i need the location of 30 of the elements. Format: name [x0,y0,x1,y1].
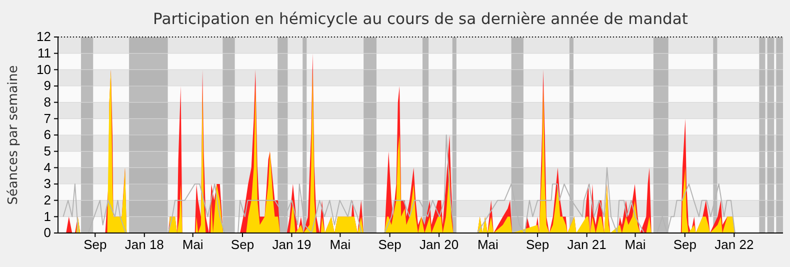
y-tick-label: 5 [44,143,51,158]
x-tick-label: Sep [673,237,696,252]
x-tick-label: Mai [624,237,646,252]
x-tick-label: Mai [477,237,498,252]
y-tick-label: 9 [44,78,51,94]
x-tick-label: Jan 22 [714,237,754,252]
y-tick-label: 2 [44,192,51,208]
y-tick-label: 6 [44,127,51,142]
y-tick-label: 3 [44,176,51,192]
y-tick-label: 12 [36,29,51,44]
x-tick-label: Jan 19 [272,237,312,252]
x-tick-label: Sep [526,237,550,252]
y-tick-label: 1 [44,208,51,224]
x-tick-label: Mai [182,237,204,252]
x-tick-label: Jan 18 [124,237,164,252]
y-axis-title: Séances par semaine [6,65,21,205]
chart-title: Participation en hémicycle au cours de sa dernière année de mandat [153,10,688,28]
x-tick-label: Jan 20 [420,237,459,252]
x-tick-label: Sep [230,237,254,252]
line-series [62,134,736,234]
y-tick-label: 7 [44,110,51,126]
x-tick-label: Jan 21 [567,237,606,252]
x-tick-label: Mai [330,237,351,252]
x-tick-label: Sep [84,237,107,252]
y-tick-label: 4 [44,160,51,175]
y-tick-label: 0 [44,225,51,240]
y-tick-label: 11 [38,45,51,60]
y-tick-label: 8 [44,94,51,110]
y-tick-label: 10 [36,62,51,77]
x-tick-label: Sep [378,237,402,252]
